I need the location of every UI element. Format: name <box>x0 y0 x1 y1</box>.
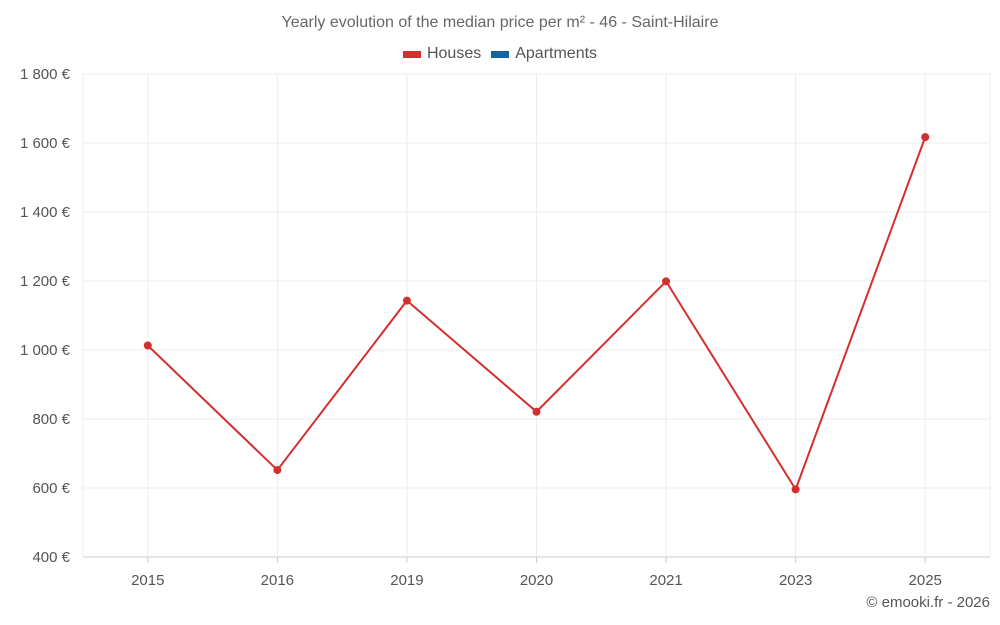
y-tick-label: 400 € <box>32 549 70 566</box>
data-point-houses <box>921 133 930 142</box>
y-tick-label: 1 600 € <box>20 135 71 152</box>
x-tick-label: 2023 <box>779 572 812 589</box>
y-tick-label: 1 400 € <box>20 204 71 221</box>
data-point-houses <box>143 341 152 350</box>
data-point-houses <box>273 466 282 475</box>
x-tick-label: 2025 <box>909 572 942 589</box>
credit-text: © emooki.fr - 2026 <box>866 594 990 611</box>
x-tick-label: 2020 <box>520 572 553 589</box>
data-point-houses <box>791 485 800 494</box>
chart-legend: Houses Apartments <box>0 45 1000 63</box>
x-tick-label: 2016 <box>261 572 294 589</box>
x-tick-label: 2015 <box>131 572 164 589</box>
legend-swatch-houses <box>402 50 421 58</box>
legend-label-apartments: Apartments <box>515 45 598 62</box>
x-tick-label: 2021 <box>649 572 682 589</box>
chart-title: Yearly evolution of the median price per… <box>281 14 719 31</box>
legend-item-houses[interactable]: Houses <box>402 45 482 63</box>
data-point-houses <box>662 277 671 286</box>
legend-label-houses: Houses <box>426 45 482 62</box>
y-tick-label: 800 € <box>32 411 70 428</box>
y-tick-label: 1 000 € <box>20 342 71 359</box>
y-tick-label: 1 200 € <box>20 273 71 290</box>
y-tick-label: 1 800 € <box>20 66 71 83</box>
x-tick-label: 2019 <box>390 572 423 589</box>
legend-swatch-apartments <box>491 50 510 58</box>
data-point-houses <box>532 407 541 416</box>
y-tick-label: 600 € <box>32 480 70 497</box>
data-point-houses <box>402 296 411 305</box>
legend-item-apartments[interactable]: Apartments <box>491 45 597 63</box>
